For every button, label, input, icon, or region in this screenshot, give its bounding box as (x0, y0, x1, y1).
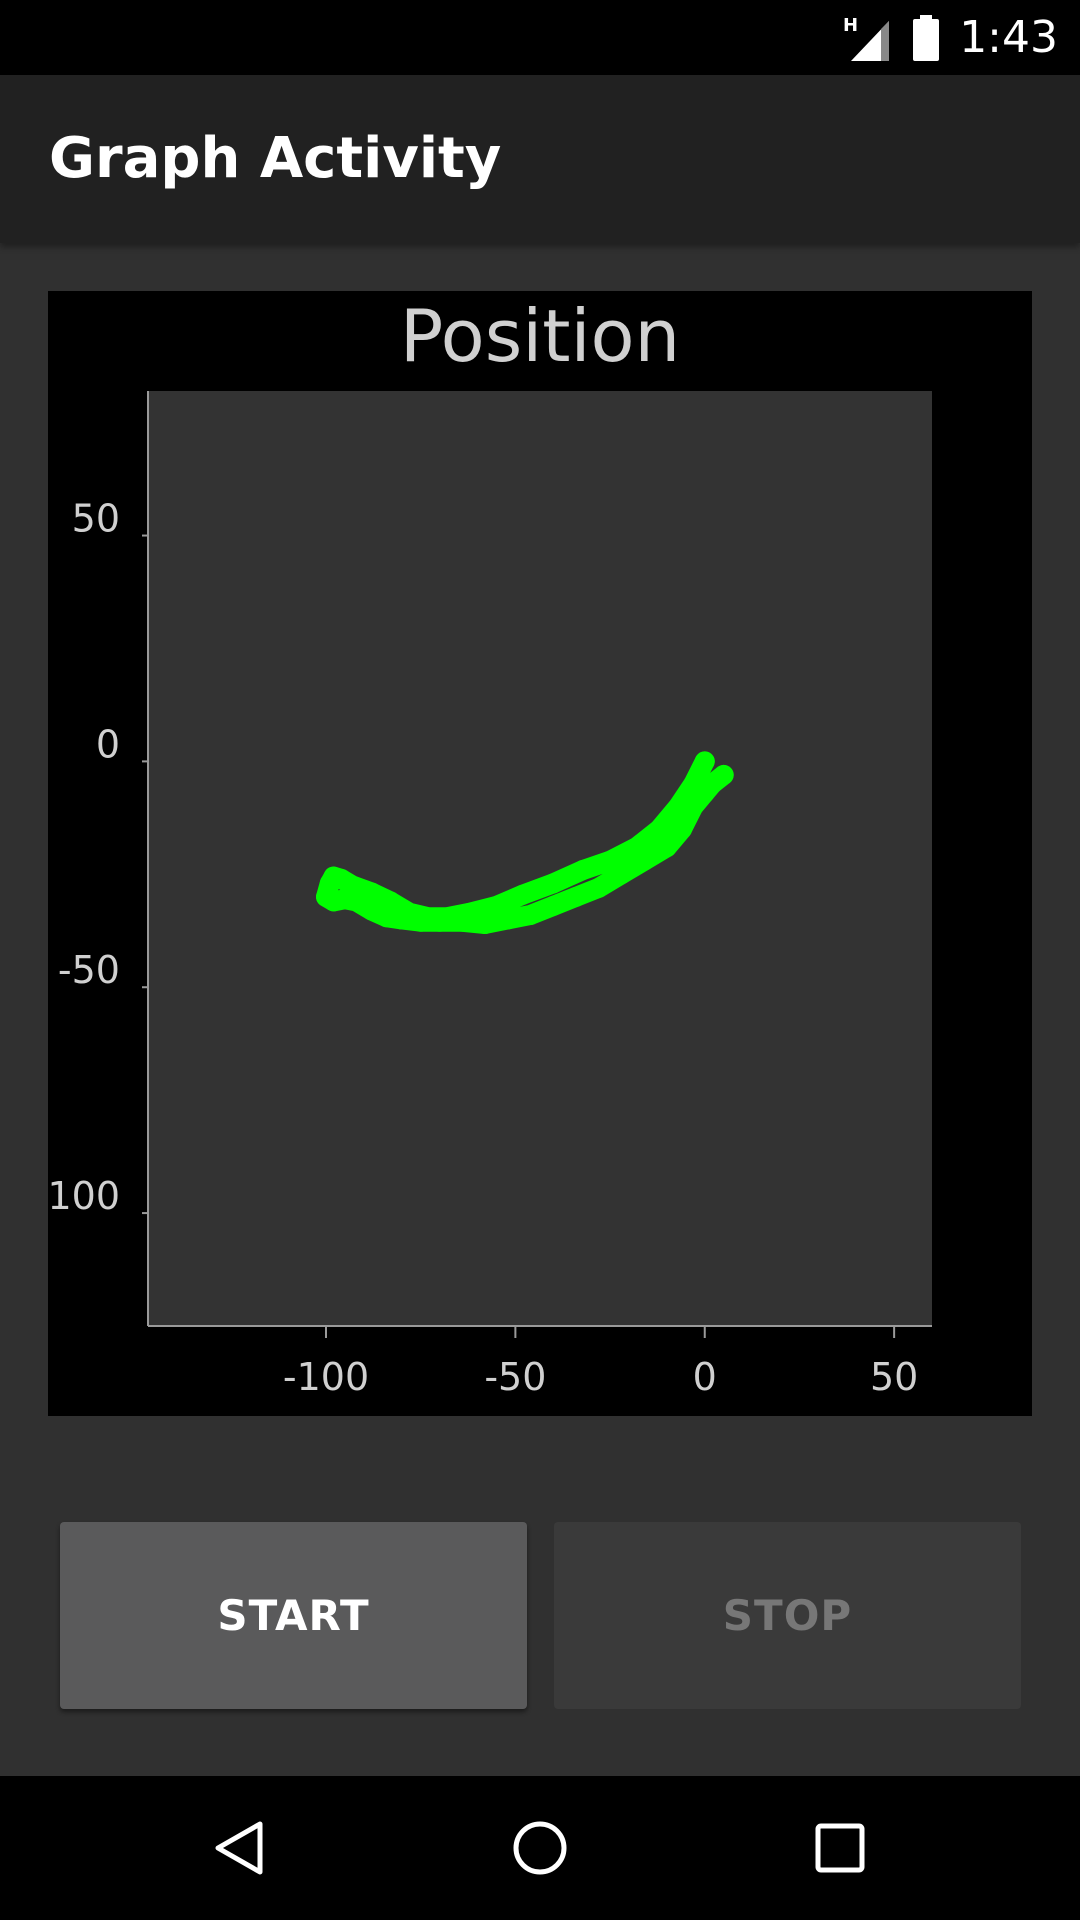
x-tick-label: -100 (283, 1355, 369, 1399)
x-tick-label: -50 (484, 1355, 546, 1399)
chart-title: Position (400, 294, 680, 378)
status-icons: H 1:43 (843, 0, 1058, 75)
recents-button[interactable] (760, 1776, 920, 1920)
y-tick-label: -50 (58, 948, 120, 992)
data-point (611, 864, 631, 884)
x-tick-label: 0 (693, 1355, 717, 1399)
data-point (475, 914, 495, 934)
back-icon (210, 1818, 270, 1878)
data-point (657, 837, 677, 857)
y-tick-label: -100 (48, 1174, 120, 1218)
home-button[interactable] (460, 1776, 620, 1920)
data-point (521, 905, 541, 925)
position-chart: Position -100 -50 0 50 50 0 -50 -100 (48, 291, 1032, 1416)
data-point (695, 751, 715, 771)
x-tick-label: 50 (870, 1355, 918, 1399)
network-type-label: H (843, 15, 858, 36)
data-point (649, 819, 669, 839)
data-point (714, 765, 734, 785)
status-bar: H 1:43 (0, 0, 1080, 75)
data-point (574, 860, 594, 880)
data-point (589, 878, 609, 898)
data-point (513, 885, 533, 905)
signal-icon: H (843, 15, 893, 61)
recents-icon (810, 1818, 870, 1878)
data-point (411, 912, 431, 932)
battery-icon (911, 15, 941, 61)
stop-button[interactable]: STOP (554, 1522, 1021, 1709)
graph-card: Position -100 -50 0 50 50 0 -50 -100 (48, 291, 1032, 1416)
nav-bar (0, 1776, 1080, 1920)
start-button[interactable]: START (60, 1522, 527, 1709)
data-point (672, 819, 692, 839)
home-icon (510, 1818, 570, 1878)
plot-area (148, 391, 932, 1326)
data-point (543, 896, 563, 916)
data-point (498, 909, 518, 929)
data-point (634, 851, 654, 871)
app-title: Graph Activity (49, 75, 501, 243)
data-point (430, 912, 450, 932)
data-point (566, 887, 586, 907)
y-tick-label: 0 (96, 722, 120, 766)
data-point (392, 909, 412, 929)
back-button[interactable] (160, 1776, 320, 1920)
status-time: 1:43 (959, 12, 1058, 63)
app-bar: Graph Activity (0, 75, 1080, 243)
y-tick-label: 50 (72, 497, 120, 541)
data-point (543, 873, 563, 893)
data-point (452, 912, 472, 932)
